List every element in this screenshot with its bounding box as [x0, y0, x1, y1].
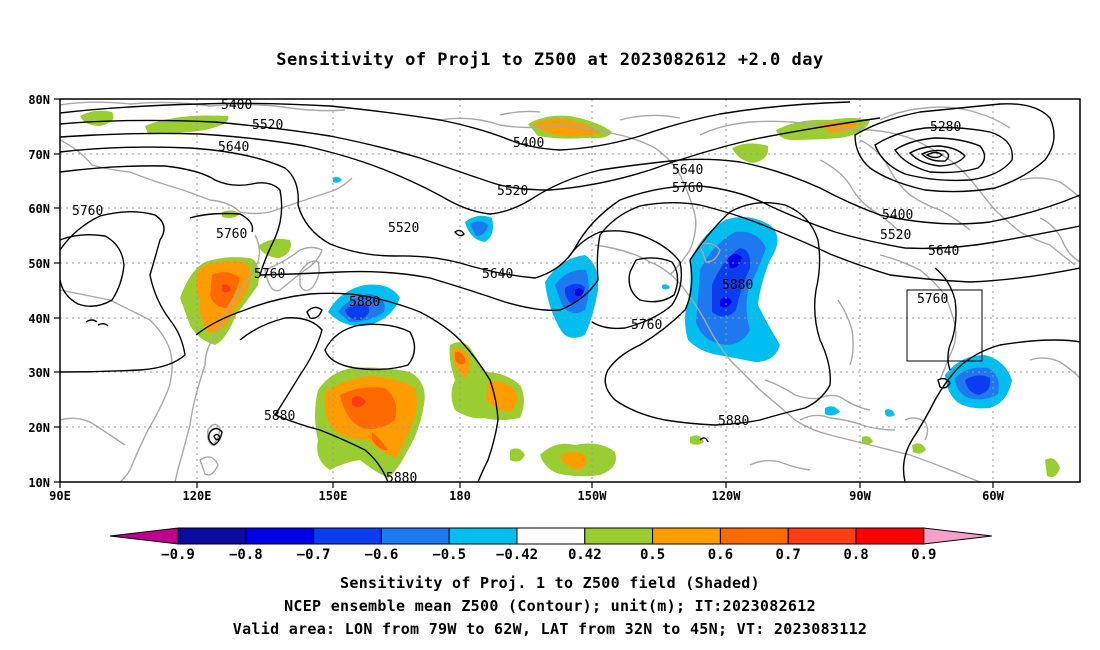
lon-label: 150W — [578, 489, 608, 503]
contour-label: 5880 — [386, 471, 417, 486]
lon-label: 180 — [449, 489, 471, 503]
colorbar-label: 0.9 — [911, 547, 936, 563]
colorbar-segment — [109, 527, 179, 545]
positive-shading-red — [222, 284, 366, 407]
colorbar-label: −0.8 — [229, 547, 263, 563]
axis-ticks — [54, 98, 994, 488]
contour-label: 5760 — [917, 292, 948, 307]
caption-contour: NCEP ensemble mean Z500 (Contour); unit(… — [284, 597, 816, 615]
colorbar-segment — [652, 527, 721, 545]
caption-valid-area: Valid area: LON from 79W to 62W, LAT fro… — [232, 620, 868, 638]
contour-label: 5520 — [880, 228, 911, 243]
colorbar-label: 0.5 — [640, 547, 665, 563]
lon-label: 150E — [319, 489, 348, 503]
lon-label: 120E — [183, 489, 212, 503]
map-title: Sensitivity of Proj1 to Z500 at 20230826… — [276, 50, 824, 70]
colorbar-label: −0.6 — [365, 547, 399, 563]
contour-label: 5640 — [928, 244, 959, 259]
lon-labels: 90E 120E 150E 180 150W 120W 90W 60W — [49, 489, 1004, 503]
colorbar-label: 0.6 — [708, 547, 733, 563]
contour-label: 5880 — [722, 278, 753, 293]
contour-label: 5640 — [482, 267, 513, 282]
colorbar-segment — [380, 527, 450, 545]
contour-label: 5400 — [882, 208, 913, 223]
colorbar-label: −0.9 — [161, 547, 195, 563]
contour-label: 5280 — [930, 120, 961, 135]
contour-label: 5640 — [672, 163, 703, 178]
lat-label: 70N — [28, 148, 50, 162]
negative-shading-darkblue — [575, 254, 742, 308]
contour-label: 5640 — [218, 140, 249, 155]
contour-label: 5520 — [252, 118, 283, 133]
colorbar-label: −0.5 — [432, 547, 466, 563]
contour-label: 5760 — [254, 267, 285, 282]
gridlines — [60, 99, 1080, 482]
contour-label: 5400 — [221, 98, 252, 113]
colorbar-label: −0.42 — [496, 547, 538, 563]
caption-shading: Sensitivity of Proj. 1 to Z500 field (Sh… — [340, 574, 760, 592]
contour-label: 5880 — [349, 295, 380, 310]
colorbar-label: 0.42 — [568, 547, 602, 563]
contour-label: 5760 — [672, 181, 703, 196]
lat-label: 50N — [28, 257, 50, 271]
lat-label: 40N — [28, 312, 50, 326]
lon-label: 120W — [712, 489, 742, 503]
sensitivity-shading — [80, 110, 1060, 478]
colorbar-segment — [448, 527, 518, 545]
lon-label: 90E — [49, 489, 71, 503]
lon-label: 60W — [982, 489, 1004, 503]
colorbar-segment — [177, 527, 247, 545]
contour-label: 5760 — [631, 318, 662, 333]
lat-labels: 80N 70N 60N 50N 40N 30N 20N 10N — [28, 93, 50, 490]
colorbar: −0.9 −0.8 −0.7 −0.6 −0.5 −0.42 0.42 0.5 0.6 0.7 0.… — [109, 527, 992, 563]
contour-label: 5400 — [513, 136, 544, 151]
contour-label: 5880 — [718, 414, 749, 429]
plot-frame — [59, 98, 1081, 483]
negative-shading-lightblue — [338, 221, 999, 400]
contour-label: 5760 — [216, 227, 247, 242]
lat-label: 20N — [28, 421, 50, 435]
colorbar-segment — [313, 527, 382, 545]
lon-label: 90W — [849, 489, 871, 503]
colorbar-label: 0.8 — [843, 547, 868, 563]
colorbar-label: −0.7 — [297, 547, 331, 563]
lat-label: 60N — [28, 202, 50, 216]
contour-labels: 5400 5520 5640 5760 5760 5760 5880 5880 … — [72, 98, 961, 486]
positive-shading-orange — [196, 119, 860, 470]
valid-area-box — [906, 289, 983, 362]
z500-contours — [60, 101, 1080, 482]
colorbar-segment — [516, 527, 586, 545]
lat-label: 10N — [28, 476, 50, 490]
lat-label: 80N — [28, 93, 50, 107]
negative-shading-blue — [345, 248, 991, 395]
lat-label: 30N — [28, 366, 50, 380]
colorbar-segment — [719, 527, 789, 545]
colorbar-segment — [245, 527, 315, 545]
colorbar-segment — [855, 527, 925, 545]
contour-label: 5880 — [264, 409, 295, 424]
contour-label: 5760 — [72, 204, 103, 219]
colorbar-label: 0.7 — [776, 547, 801, 563]
contour-label: 5520 — [497, 184, 528, 199]
colorbar-segment — [584, 527, 654, 545]
colorbar-segment — [923, 527, 992, 545]
contour-label: 5520 — [388, 221, 419, 236]
colorbar-segment — [787, 527, 857, 545]
